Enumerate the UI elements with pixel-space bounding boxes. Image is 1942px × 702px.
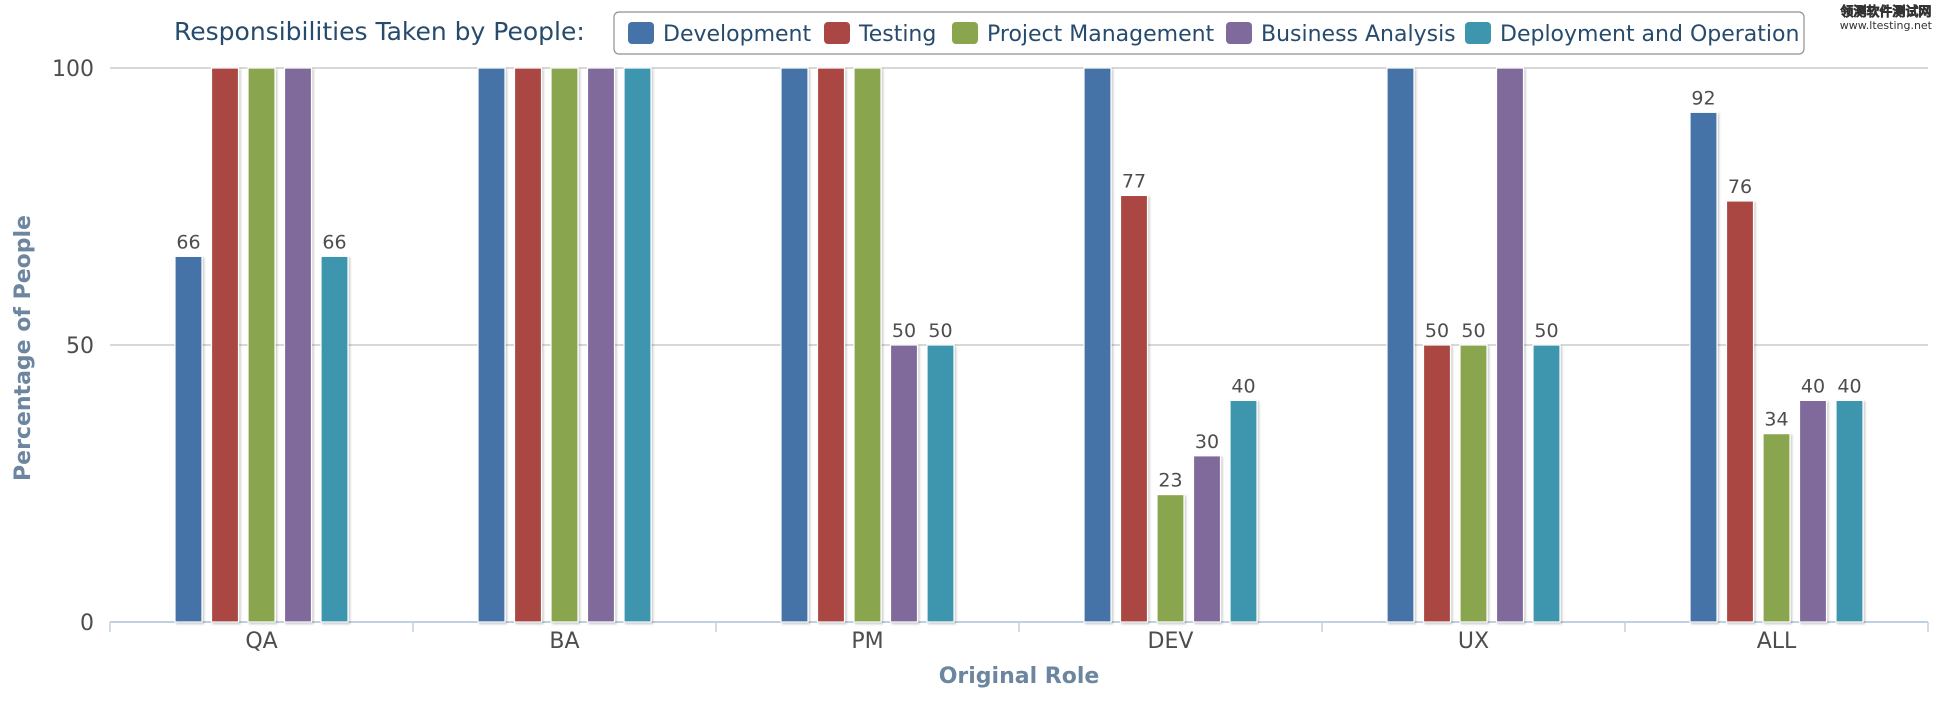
x-tick-label: BA	[549, 629, 579, 654]
bar	[1798, 399, 1828, 623]
x-tick-label: DEV	[1148, 629, 1194, 654]
data-label: 40	[1231, 375, 1255, 397]
data-label: 40	[1801, 375, 1825, 397]
legend-item-label: Deployment and Operation	[1500, 22, 1799, 47]
x-tick-label: ALL	[1757, 629, 1797, 654]
y-tick-label: 50	[66, 334, 94, 359]
bar	[247, 67, 276, 623]
y-tick-label: 0	[80, 611, 94, 636]
bar	[1762, 433, 1791, 623]
bar	[853, 67, 882, 623]
data-label: 50	[892, 320, 916, 342]
bar	[1229, 399, 1258, 623]
legend: Development Testing Project Management Busi…	[613, 11, 1805, 55]
bar	[283, 67, 313, 623]
bar	[1495, 67, 1525, 623]
axes: 0 50 100 QA BA PM DEV UX ALL	[52, 57, 1929, 654]
bar	[889, 344, 919, 623]
watermark-line-2: www.ltesting.net	[1839, 19, 1932, 32]
data-label: 66	[322, 231, 346, 253]
x-tick-label: PM	[851, 629, 883, 654]
x-axis-title: Original Role	[939, 664, 1100, 689]
data-label: 76	[1728, 176, 1752, 198]
bar	[477, 67, 506, 623]
bar	[1386, 67, 1415, 623]
legend-item-label: Development	[663, 22, 811, 47]
gridlines	[110, 67, 1928, 346]
legend-item-label: Project Management	[987, 22, 1215, 47]
y-axis-title: Percentage of People	[11, 215, 36, 481]
bar	[1156, 493, 1185, 623]
legend-box	[613, 11, 1805, 55]
bar	[1083, 67, 1112, 623]
data-label: 40	[1837, 375, 1861, 397]
legend-swatch	[1465, 22, 1491, 44]
legend-swatch	[824, 22, 850, 44]
data-label: 92	[1691, 87, 1715, 109]
bar	[1192, 455, 1222, 623]
bar	[586, 67, 616, 623]
data-label: 50	[928, 320, 952, 342]
bar	[926, 344, 955, 623]
bar	[623, 67, 652, 623]
x-tick-label: QA	[245, 629, 277, 654]
data-labels: 66 66 50 50 77 23 30 40 50 50 50 92 76 34 40 40	[176, 87, 1861, 491]
bar	[174, 255, 203, 623]
watermark-logo: 领测软件测试网 www.ltesting.net	[1840, 6, 1932, 31]
legend-swatch	[952, 22, 978, 44]
bars	[174, 67, 1864, 623]
y-tick-label: 100	[52, 57, 94, 82]
legend-item-label: Testing	[858, 22, 936, 47]
legend-title: Responsibilities Taken by People:	[174, 17, 585, 46]
bar	[513, 67, 543, 623]
data-label: 23	[1158, 470, 1182, 492]
bar	[210, 67, 240, 623]
bar	[816, 67, 846, 623]
data-label: 50	[1534, 320, 1558, 342]
bar	[1532, 344, 1561, 623]
bar	[1689, 111, 1718, 623]
data-label: 77	[1122, 170, 1146, 192]
bar	[1725, 200, 1755, 623]
bar	[320, 255, 349, 623]
watermark-line-1: 领测软件测试网	[1840, 5, 1932, 20]
legend-item-label: Business Analysis	[1261, 22, 1456, 47]
bar	[1119, 194, 1149, 623]
bar	[550, 67, 579, 623]
data-label: 50	[1425, 320, 1449, 342]
bar	[1459, 344, 1488, 623]
data-label: 30	[1195, 431, 1219, 453]
x-tick-label: UX	[1458, 629, 1489, 654]
legend-swatch	[1226, 22, 1252, 44]
data-label: 50	[1461, 320, 1485, 342]
bar	[780, 67, 809, 623]
legend-swatch	[628, 22, 654, 44]
data-label: 66	[176, 231, 200, 253]
bar	[1835, 399, 1864, 623]
bar	[1422, 344, 1452, 623]
data-label: 34	[1764, 409, 1788, 431]
